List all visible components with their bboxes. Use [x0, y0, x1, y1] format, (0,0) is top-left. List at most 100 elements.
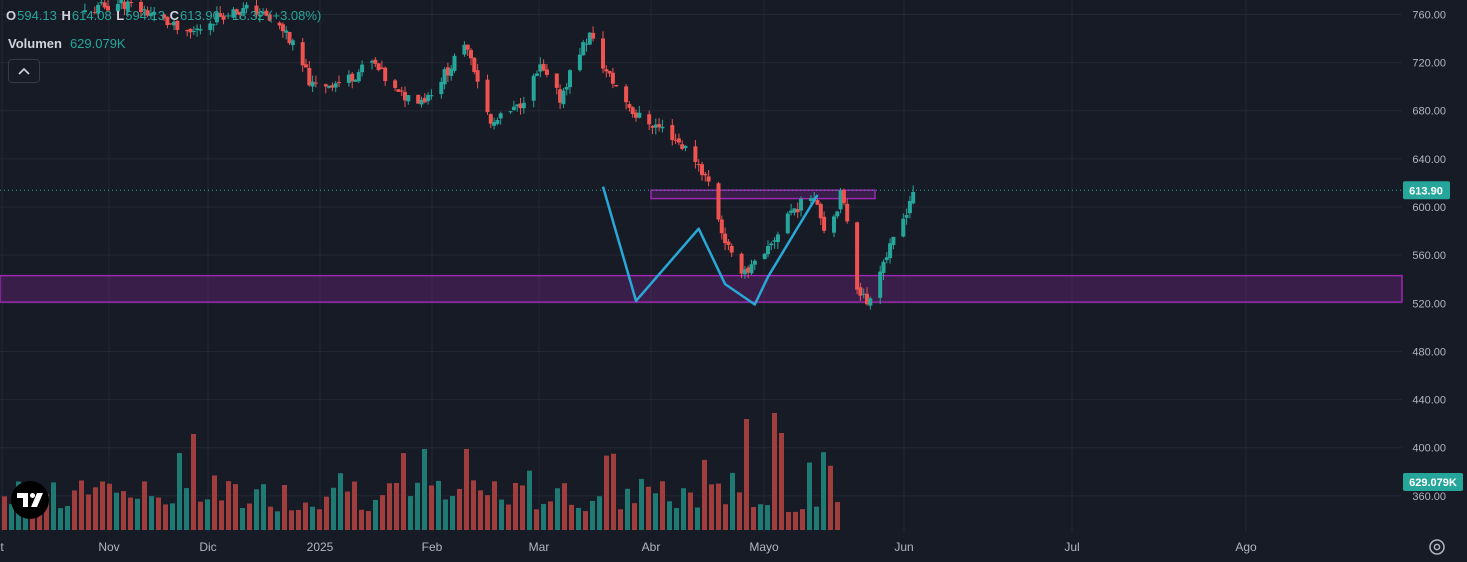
candle-body [195, 28, 200, 31]
candle-body [680, 144, 685, 149]
candle [254, 0, 259, 19]
candle-body [901, 218, 906, 237]
candle [775, 231, 780, 249]
candle-body [92, 12, 97, 14]
candle [723, 227, 728, 251]
price-tick-label: 440.00 [1412, 395, 1446, 407]
time-tick-label: Nov [98, 540, 119, 554]
tradingview-logo-icon[interactable] [11, 481, 49, 519]
candle [700, 161, 704, 181]
volume-bar [366, 511, 371, 530]
candle [683, 145, 688, 152]
candle [350, 71, 355, 89]
candle [561, 88, 566, 108]
candle [122, 0, 127, 16]
candle [231, 6, 236, 19]
volume-label: Volumen [8, 36, 62, 51]
volume-bar [695, 507, 700, 530]
candle-body [162, 14, 167, 19]
candle-body [254, 5, 259, 15]
candle-body [370, 61, 374, 63]
candle [211, 23, 216, 32]
candle [488, 113, 493, 129]
volume-bar [765, 505, 770, 530]
volume-bar [310, 506, 315, 530]
close-value: 613.90 [180, 8, 220, 23]
collapse-legend-button[interactable] [8, 59, 40, 83]
volume-bar [821, 452, 826, 530]
ohlc-legend: O594.13 H614.08 L594.13 C613.90 +18.32 (… [6, 8, 322, 23]
candle-body [647, 114, 652, 125]
candle [165, 16, 170, 29]
candle [145, 6, 150, 18]
candle-body [198, 29, 203, 31]
candle [399, 86, 404, 96]
volume-bar [128, 497, 133, 530]
volume-bar [422, 449, 427, 530]
candle [706, 170, 711, 187]
candle-body [511, 106, 516, 110]
candle [630, 106, 635, 118]
volume-bar [597, 496, 602, 530]
candle-body [706, 176, 711, 182]
support-zone [0, 274, 1403, 303]
volume-bar [268, 506, 273, 530]
candle-body [287, 31, 292, 44]
gear-icon[interactable] [1427, 537, 1447, 557]
candle [703, 171, 708, 182]
candle [772, 237, 777, 249]
price-tick-label: 600.00 [1412, 202, 1446, 214]
candle-body [406, 95, 411, 102]
candle-body [129, 2, 134, 4]
candle [475, 64, 480, 89]
open-key: O [6, 8, 17, 23]
time-axis[interactable]: t Nov Dic 2025 Feb Mar Abr Mayo Jun Jul Ago [0, 540, 1257, 554]
candle-body [284, 30, 289, 33]
volume-bar [289, 510, 294, 530]
volume-bar [723, 504, 728, 530]
candle-body [729, 245, 734, 253]
candle-body [495, 120, 500, 124]
volume-bar [681, 488, 686, 530]
candle-body [726, 241, 731, 245]
candle-body [99, 2, 104, 4]
candle [601, 31, 605, 74]
candle [323, 83, 328, 94]
volume-bar [625, 488, 630, 530]
candle-body [142, 9, 147, 11]
candle-body [614, 85, 619, 87]
volume-bar [240, 507, 245, 530]
candle [749, 259, 754, 275]
candle-body [82, 10, 87, 13]
candle-body [693, 146, 698, 162]
candle [650, 125, 655, 135]
volume-bar [548, 501, 553, 530]
candle [584, 38, 589, 52]
candle [162, 13, 167, 21]
time-tick-label: Abr [642, 540, 661, 554]
candle-body [841, 189, 846, 204]
candle [119, 0, 124, 10]
candle [195, 24, 200, 37]
price-axis[interactable]: 760.00 720.00 680.00 640.00 600.00 560.00 520.… [1403, 9, 1463, 503]
volume-bar [639, 478, 644, 530]
candle [515, 104, 520, 112]
candle-body [538, 64, 543, 72]
candle-body [749, 264, 754, 274]
volume-bar [345, 491, 350, 530]
candle [604, 64, 609, 78]
volume-bar [632, 503, 637, 530]
candle-body [333, 83, 338, 88]
candle-body [244, 4, 249, 9]
candle [218, 6, 223, 18]
candle-body [838, 189, 843, 210]
candle [102, 0, 107, 10]
candle [442, 67, 447, 90]
volume-bar [835, 502, 840, 530]
candle-body [719, 219, 724, 234]
candle [406, 94, 411, 105]
candle [304, 58, 308, 68]
candle [152, 7, 157, 22]
candle-body [416, 94, 421, 104]
